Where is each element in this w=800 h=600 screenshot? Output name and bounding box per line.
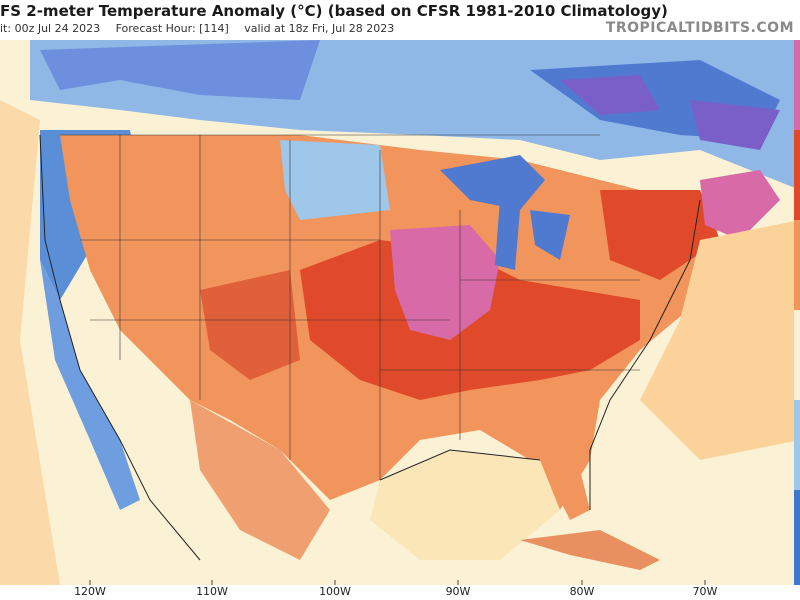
- map-subtitle: it: 00z Jul 24 2023 Forecast Hour: [114]…: [0, 22, 406, 35]
- state-borders: [60, 134, 640, 480]
- mexico-warm: [190, 400, 330, 560]
- east-coastline: [589, 199, 701, 510]
- florida-warm: [540, 450, 590, 520]
- quebec-very-cold-spot: [560, 75, 660, 115]
- scale-segment: [794, 310, 800, 400]
- coastlines: [39, 134, 701, 561]
- lake-michigan: [495, 200, 520, 270]
- tick-label-90w: 90W: [445, 585, 471, 598]
- tick-label-70w: 70W: [692, 585, 718, 598]
- brand-watermark: TROPICALTIDBITS.COM: [605, 20, 794, 36]
- map-svg: [0, 40, 800, 585]
- scale-segment: [794, 490, 800, 585]
- color-scale-svg: [794, 40, 800, 585]
- lake-huron: [530, 210, 570, 260]
- southwest-warm: [200, 270, 300, 380]
- northern-plains-cool: [280, 140, 390, 220]
- tick-label-80w: 80W: [569, 585, 595, 598]
- tick-label-110w: 110W: [196, 585, 228, 598]
- temperature-anomaly-map: [0, 40, 800, 585]
- gulf-of-mexico: [370, 450, 560, 560]
- scale-segment: [794, 400, 800, 490]
- scale-segment: [794, 130, 800, 220]
- pacific-warm-area: [0, 100, 60, 585]
- init-time: it: 00z Jul 24 2023: [0, 22, 101, 35]
- midwest-extreme-warm: [390, 225, 500, 340]
- nw-canada-cold-region: [40, 40, 320, 100]
- scale-segment: [794, 40, 800, 130]
- color-scale-strip: [794, 40, 800, 585]
- maritime-extreme-warm: [700, 170, 780, 240]
- valid-time: valid at 18z Fri, Jul 28 2023: [244, 22, 395, 35]
- cuba-warm: [520, 530, 660, 570]
- gulf-coastline: [379, 449, 541, 481]
- tick-label-100w: 100W: [319, 585, 351, 598]
- tick-label-120w: 120W: [74, 585, 106, 598]
- map-header: FS 2-meter Temperature Anomaly (°C) (bas…: [0, 0, 800, 40]
- scale-segment: [794, 220, 800, 310]
- lake-superior: [440, 155, 545, 210]
- longitude-ticks: [89, 580, 706, 585]
- west-coastline: [39, 134, 201, 561]
- labrador-very-cold-spot: [690, 100, 780, 150]
- california-coast-cool: [40, 260, 140, 510]
- forecast-hour: Forecast Hour: [114]: [115, 22, 229, 35]
- longitude-axis: 120W 110W 100W 90W 80W 70W: [0, 585, 800, 600]
- map-title: FS 2-meter Temperature Anomaly (°C) (bas…: [0, 2, 668, 20]
- atlantic-mild-warm: [640, 220, 800, 460]
